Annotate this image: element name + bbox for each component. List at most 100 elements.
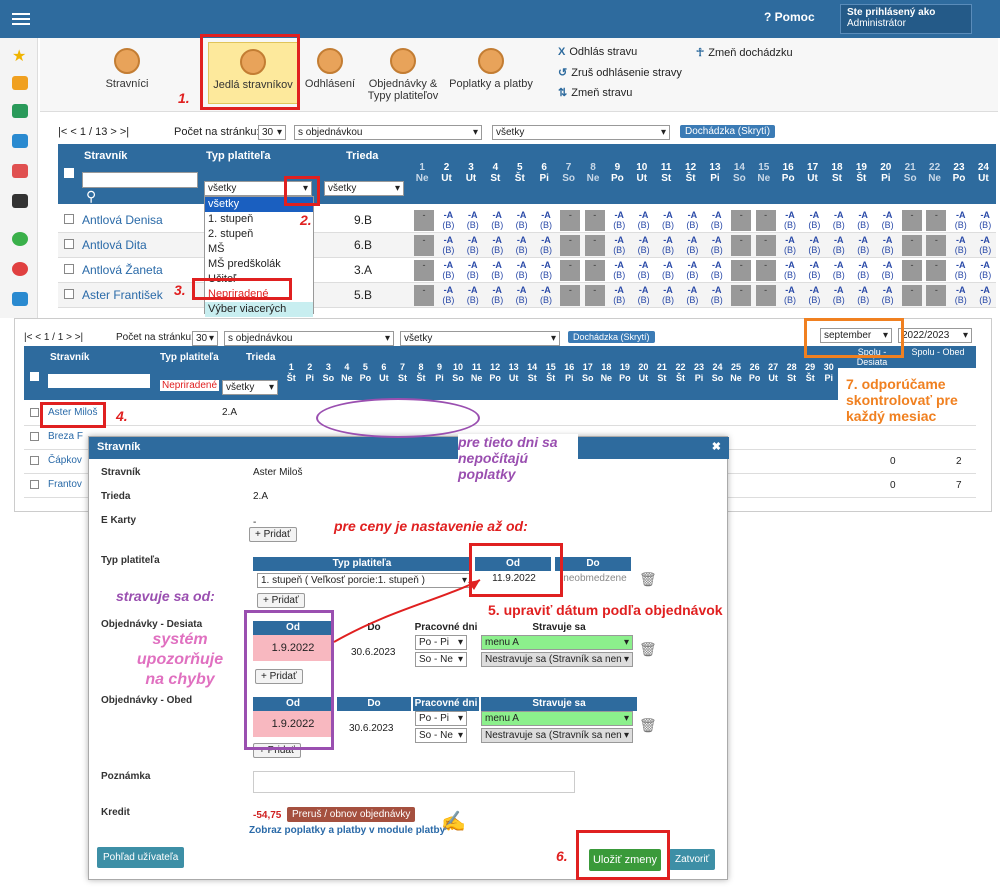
order-filter[interactable]: s objednávkou xyxy=(224,331,394,346)
snack-to-value[interactable]: 30.6.2023 xyxy=(351,647,396,658)
day-cell[interactable]: -A (B) xyxy=(515,285,528,305)
day-cell[interactable]: -A (B) xyxy=(881,285,894,305)
day-cell[interactable]: -A (B) xyxy=(613,235,626,255)
day-cell[interactable]: - xyxy=(731,285,752,306)
user-icon[interactable] xyxy=(12,164,28,178)
tab-poplatky[interactable]: Poplatky a platby xyxy=(448,42,534,104)
trash-icon[interactable]: 🗑 xyxy=(639,717,657,733)
trash-icon[interactable]: 🗑 xyxy=(639,571,657,587)
action-zmen-dochadzku[interactable]: ☥ Zmeň dochádzku xyxy=(696,46,793,59)
day-cell[interactable]: -A (B) xyxy=(808,235,821,255)
day-cell[interactable]: -A (B) xyxy=(686,285,699,305)
day-cell[interactable]: -A (B) xyxy=(808,285,821,305)
tab-objednavky[interactable]: Objednávky & Typy platiteľov xyxy=(364,42,442,104)
day-cell[interactable]: -A (B) xyxy=(662,285,674,305)
day-cell[interactable]: - xyxy=(755,260,776,281)
day-cell[interactable]: - xyxy=(755,285,776,306)
day-cell[interactable]: -A (B) xyxy=(637,285,650,305)
day-cell[interactable]: -A (B) xyxy=(442,260,455,280)
day-cell[interactable]: -A (B) xyxy=(808,210,821,230)
day-cell[interactable]: -A (B) xyxy=(662,260,674,280)
day-cell[interactable]: -A (B) xyxy=(857,285,870,305)
day-cell[interactable]: - xyxy=(902,235,922,256)
tab-jedla-stravnikov[interactable]: Jedlá stravníkov xyxy=(208,42,298,104)
day-cell[interactable]: - xyxy=(414,235,434,256)
row-checkbox[interactable] xyxy=(64,214,74,224)
day-cell[interactable]: -A (B) xyxy=(784,285,796,305)
day-cell[interactable]: - xyxy=(926,260,947,281)
tab-odhlaseni[interactable]: Odhlásení xyxy=(302,42,358,104)
table-row[interactable]: Antlová Dita 6.B - -A (B) -A (B) -A (B) -A (B) -A (B… xyxy=(58,233,996,258)
day-cell[interactable]: -A (B) xyxy=(784,260,796,280)
day-cell[interactable]: -A (B) xyxy=(491,285,504,305)
user-view-button[interactable]: Pohľad užívateľa xyxy=(97,847,185,868)
lunch-days-weekend[interactable]: So - Ne xyxy=(415,728,467,743)
day-cell[interactable]: - xyxy=(731,235,752,256)
day-cell[interactable]: -A (B) xyxy=(832,260,845,280)
day-cell[interactable]: -A (B) xyxy=(832,235,845,255)
day-cell[interactable]: -A (B) xyxy=(979,260,992,280)
user-menu[interactable]: Ste prihlásený ako Administrátor xyxy=(840,4,972,34)
day-cell[interactable]: -A (B) xyxy=(979,210,992,230)
row-checkbox[interactable] xyxy=(64,289,74,299)
dropdown-option[interactable]: 1. stupeň xyxy=(208,213,254,225)
day-cell[interactable]: -A (B) xyxy=(710,235,723,255)
student-name[interactable]: Frantov xyxy=(48,479,82,490)
pager[interactable]: |< < 1 / 13 > >| xyxy=(58,126,130,138)
payer-select[interactable]: 1. stupeň ( Veľkosť porcie:1. stupeň ) xyxy=(257,573,471,588)
save-button[interactable]: Uložiť zmeny xyxy=(589,849,661,871)
lunch-from-input[interactable]: 1.9.2022 xyxy=(253,711,333,737)
name-search-input[interactable] xyxy=(82,172,198,188)
dropdown-option[interactable]: Výber viacerých xyxy=(205,302,313,317)
day-cell[interactable]: - xyxy=(560,260,581,281)
student-name[interactable]: Breza F xyxy=(48,431,84,442)
day-cell[interactable]: -A (B) xyxy=(613,210,626,230)
order-filter[interactable]: s objednávkou xyxy=(294,125,482,140)
day-cell[interactable]: - xyxy=(926,235,947,256)
day-cell[interactable]: - xyxy=(560,285,581,306)
add-card-button[interactable]: + Pridať xyxy=(249,527,297,542)
day-cell[interactable]: -A (B) xyxy=(515,235,528,255)
day-cell[interactable]: - xyxy=(560,235,581,256)
payer-filter[interactable]: Nepriradené xyxy=(160,380,220,391)
menu-icon[interactable] xyxy=(12,10,30,26)
month-select[interactable]: september xyxy=(820,328,892,343)
tab-stravnici[interactable]: Stravníci xyxy=(92,42,162,104)
student-name[interactable]: Čápkov xyxy=(48,455,82,466)
day-cell[interactable]: -A (B) xyxy=(466,235,479,255)
day-cell[interactable]: -A (B) xyxy=(442,285,455,305)
chart-icon[interactable] xyxy=(12,262,28,276)
action-zrus[interactable]: ↺ Zruš odhlásenie stravy xyxy=(558,66,682,79)
name-search-input[interactable] xyxy=(48,374,150,388)
day-cell[interactable]: -A (B) xyxy=(491,235,504,255)
search-icon[interactable]: ⚲ xyxy=(86,188,97,204)
note-input[interactable] xyxy=(253,771,575,793)
day-cell[interactable]: -A (B) xyxy=(515,260,528,280)
day-cell[interactable]: -A (B) xyxy=(491,210,504,230)
day-cell[interactable]: -A (B) xyxy=(979,285,992,305)
day-cell[interactable]: -A (B) xyxy=(954,285,967,305)
day-cell[interactable]: - xyxy=(584,285,605,306)
day-cell[interactable]: -A (B) xyxy=(857,235,870,255)
add-snack-button[interactable]: + Pridať xyxy=(255,669,303,684)
day-cell[interactable]: - xyxy=(584,210,605,231)
select-all-checkbox[interactable] xyxy=(64,168,74,178)
year-select[interactable]: 2022/2023 xyxy=(898,328,972,343)
day-cell[interactable]: -A (B) xyxy=(832,210,845,230)
day-cell[interactable]: -A (B) xyxy=(540,260,552,280)
day-cell[interactable]: -A (B) xyxy=(881,210,894,230)
row-checkbox[interactable] xyxy=(64,264,74,274)
day-cell[interactable]: -A (B) xyxy=(662,235,674,255)
help-link[interactable]: ? Pomoc xyxy=(764,10,815,24)
day-cell[interactable]: -A (B) xyxy=(637,260,650,280)
day-cell[interactable]: -A (B) xyxy=(442,235,455,255)
day-cell[interactable]: - xyxy=(755,235,776,256)
day-cell[interactable]: -A (B) xyxy=(881,260,894,280)
day-cell[interactable]: - xyxy=(731,260,752,281)
student-name[interactable]: Antlová Žaneta xyxy=(82,263,163,277)
day-cell[interactable]: - xyxy=(902,285,922,306)
lunch-days-weekday[interactable]: Po - Pi xyxy=(415,711,467,726)
class-filter[interactable]: všetky xyxy=(324,181,404,196)
student-name[interactable]: Antlová Dita xyxy=(82,238,147,252)
day-cell[interactable]: -A (B) xyxy=(979,235,992,255)
